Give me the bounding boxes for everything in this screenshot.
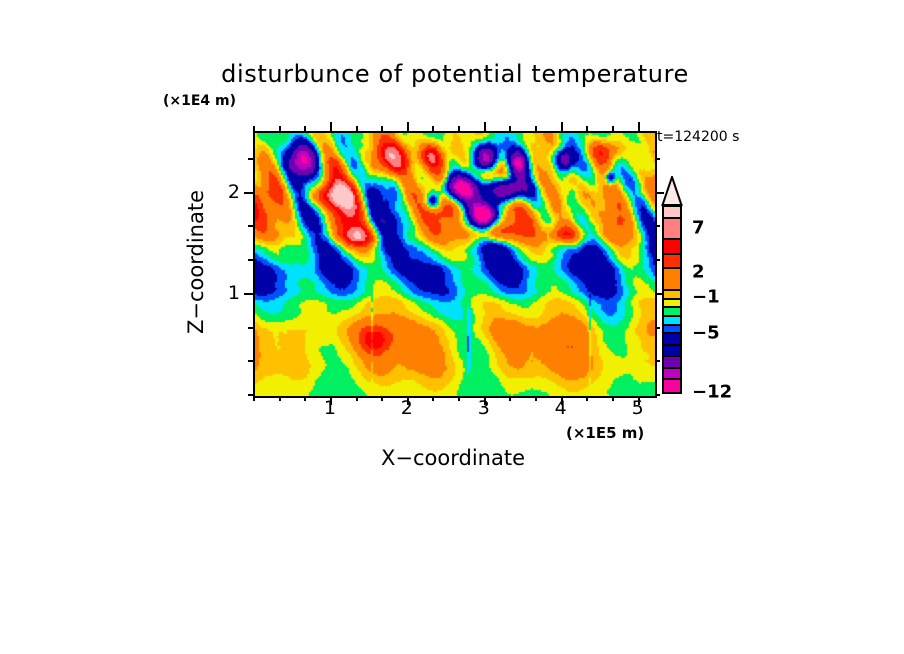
tick-mark	[637, 396, 640, 405]
tick-mark	[278, 126, 281, 131]
colorbar-tick-label: −1	[692, 286, 720, 308]
colorbar-segment	[664, 308, 680, 318]
tick-mark	[248, 394, 253, 396]
contour-field	[255, 133, 655, 396]
colorbar-segment	[664, 291, 680, 300]
tick-mark	[535, 396, 538, 401]
tick-mark	[381, 396, 384, 401]
colorbar-segment	[664, 299, 680, 309]
colorbar-tick-label: −12	[692, 381, 733, 403]
colorbar-tick-label: 2	[692, 261, 705, 283]
tick-mark	[655, 259, 660, 262]
tick-mark	[483, 122, 486, 131]
tick-mark	[586, 126, 589, 131]
x-tick-label: 1	[323, 397, 336, 419]
tick-mark	[381, 126, 384, 131]
tick-mark	[248, 326, 253, 329]
tick-mark	[655, 394, 660, 396]
tick-mark	[248, 225, 253, 228]
x-tick-label: 5	[631, 397, 644, 419]
colorbar-segment	[664, 254, 680, 270]
x-axis-unit-label: (×1E5 m)	[566, 424, 645, 442]
colorbar-segments	[662, 205, 682, 394]
tick-mark	[406, 396, 409, 405]
tick-mark	[655, 225, 660, 228]
tick-mark	[509, 396, 512, 401]
page-title: disturbunce of potential temperature	[221, 60, 689, 88]
colorbar-segment	[664, 207, 680, 219]
tick-mark	[355, 126, 358, 131]
tick-mark	[655, 326, 660, 329]
tick-mark	[329, 396, 332, 405]
x-tick-label: 3	[477, 397, 490, 419]
y-axis-label: Z−coordinate	[184, 190, 208, 334]
colorbar-segment	[664, 380, 680, 392]
tick-mark	[253, 126, 255, 131]
tick-mark	[248, 360, 253, 363]
colorbar-segment	[664, 218, 680, 241]
tick-mark	[637, 122, 640, 131]
tick-mark	[329, 122, 332, 131]
tick-mark	[560, 396, 563, 405]
tick-mark	[458, 396, 461, 401]
colorbar-tick-label: −5	[692, 322, 720, 344]
colorbar-segment	[664, 334, 680, 346]
timestamp-label: t=124200 s	[657, 129, 740, 145]
tick-mark	[655, 157, 660, 160]
tick-mark	[278, 396, 281, 401]
x-tick-label: 4	[554, 397, 567, 419]
z-axis-unit-label: (×1E4 m)	[163, 93, 237, 109]
tick-mark	[304, 396, 307, 401]
tick-mark	[483, 396, 486, 405]
tick-mark	[458, 126, 461, 131]
tick-mark	[432, 396, 435, 401]
colorbar-segment	[664, 357, 680, 369]
tick-mark	[355, 396, 358, 401]
colorbar-segment	[664, 240, 680, 255]
contour-plot-area	[253, 131, 657, 398]
colorbar-segment	[664, 325, 680, 335]
colorbar	[659, 176, 685, 394]
tick-mark	[560, 122, 563, 131]
tick-mark	[244, 292, 253, 295]
y-tick-label: 1	[227, 281, 240, 304]
tick-mark	[406, 122, 409, 131]
tick-mark	[509, 126, 512, 131]
x-tick-label: 2	[400, 397, 413, 419]
y-tick-label: 2	[227, 180, 240, 203]
colorbar-segment	[664, 317, 680, 326]
tick-mark	[655, 360, 660, 363]
tick-mark	[655, 191, 664, 194]
tick-mark	[248, 157, 253, 160]
tick-mark	[304, 126, 307, 131]
colorbar-tick-label: 7	[692, 217, 705, 239]
tick-mark	[655, 292, 664, 295]
tick-mark	[611, 126, 614, 131]
tick-mark	[248, 259, 253, 262]
colorbar-segment	[664, 368, 680, 381]
colorbar-segment	[664, 269, 680, 292]
tick-mark	[432, 126, 435, 131]
tick-mark	[253, 396, 255, 401]
tick-mark	[535, 126, 538, 131]
tick-mark	[586, 396, 589, 401]
tick-mark	[611, 396, 614, 401]
colorbar-arrow-icon	[661, 176, 683, 206]
colorbar-segment	[664, 345, 680, 358]
x-axis-label: X−coordinate	[381, 446, 525, 470]
tick-mark	[244, 191, 253, 194]
